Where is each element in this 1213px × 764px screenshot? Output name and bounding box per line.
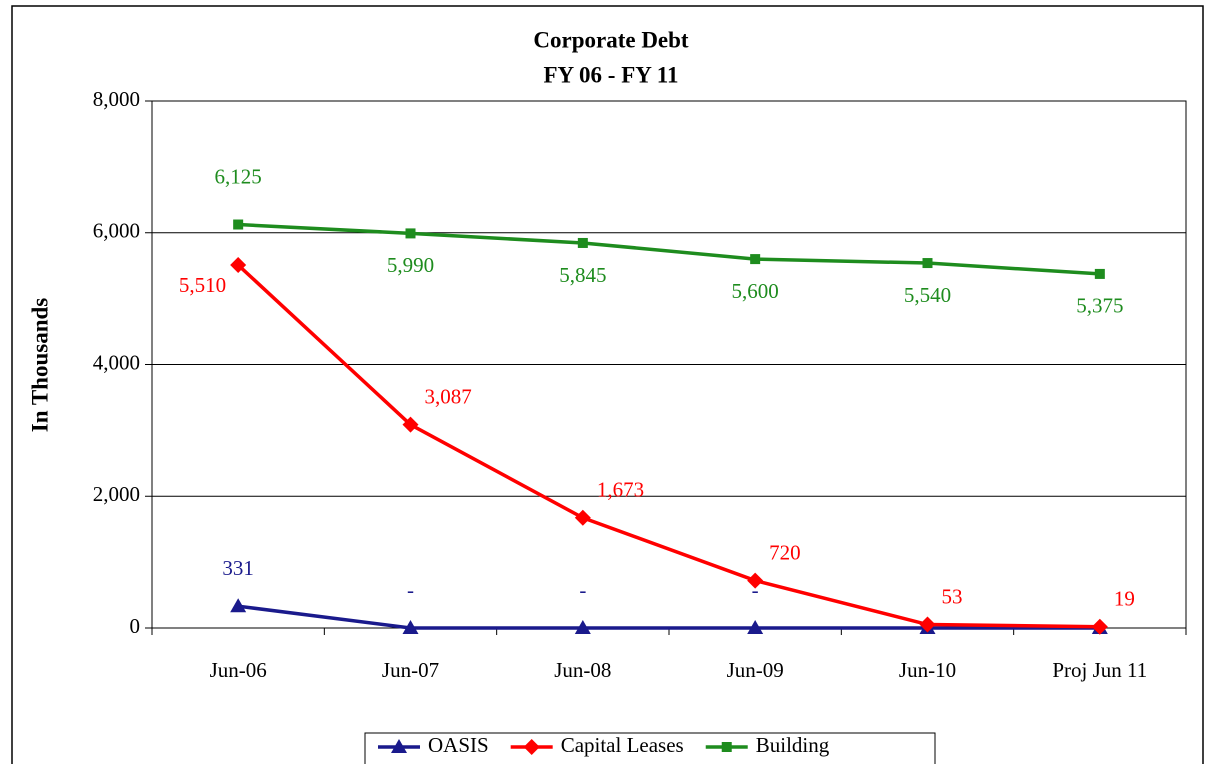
y-axis-label: In Thousands (27, 298, 52, 433)
legend-label: OASIS (428, 733, 489, 757)
series-line (237, 604, 1100, 630)
marker (922, 258, 933, 269)
chart-subtitle: FY 06 - FY 11 (543, 62, 678, 87)
marker (230, 598, 247, 613)
marker (919, 616, 936, 633)
y-tick-label: 6,000 (93, 219, 140, 243)
y-tick-label: 8,000 (93, 87, 140, 111)
data-label: 5,540 (904, 283, 951, 307)
marker (230, 257, 247, 274)
chart-border (11, 5, 1204, 764)
marker (402, 416, 419, 433)
marker (1091, 618, 1108, 635)
data-label: 331 (222, 556, 254, 580)
data-label: 5,990 (387, 253, 434, 277)
marker (574, 620, 591, 634)
data-label: 5,375 (1076, 294, 1123, 318)
x-tick-label: Jun-07 (382, 658, 439, 682)
x-tick-label: Jun-10 (899, 658, 956, 682)
data-label: 5,845 (559, 263, 606, 287)
x-tick-label: Proj Jun 11 (1052, 658, 1147, 682)
data-label: 5,600 (732, 279, 779, 303)
marker (233, 219, 244, 230)
y-tick-label: 0 (130, 614, 141, 638)
marker (747, 620, 764, 634)
marker (574, 509, 591, 526)
x-tick-label: Jun-06 (210, 658, 267, 682)
x-tick-label: Jun-08 (554, 658, 611, 682)
y-tick-label: 2,000 (93, 482, 140, 506)
x-tick-label: Jun-09 (727, 658, 784, 682)
series-line (236, 263, 1100, 629)
data-label: 19 (1114, 587, 1135, 611)
legend-label: Building (756, 733, 830, 757)
data-label: 3,087 (425, 384, 472, 408)
data-label: 53 (942, 584, 963, 608)
marker (747, 572, 764, 589)
marker (577, 237, 588, 248)
series-line (238, 222, 1100, 276)
marker (523, 739, 540, 755)
marker (1094, 268, 1105, 279)
marker (721, 742, 732, 752)
legend-box (364, 732, 936, 764)
data-label: 5,510 (179, 273, 226, 297)
data-label: - (407, 578, 414, 602)
data-label: - (752, 578, 759, 602)
marker (405, 228, 416, 239)
marker (402, 620, 419, 634)
data-label: 6,125 (215, 164, 262, 188)
y-tick-label: 4,000 (93, 350, 140, 374)
data-label: 720 (769, 540, 801, 564)
marker (750, 254, 761, 265)
data-label: - (579, 578, 586, 602)
chart-title: Corporate Debt (533, 27, 689, 52)
legend-label: Capital Leases (561, 733, 684, 757)
data-label: 1,673 (597, 478, 644, 502)
marker (391, 739, 407, 753)
